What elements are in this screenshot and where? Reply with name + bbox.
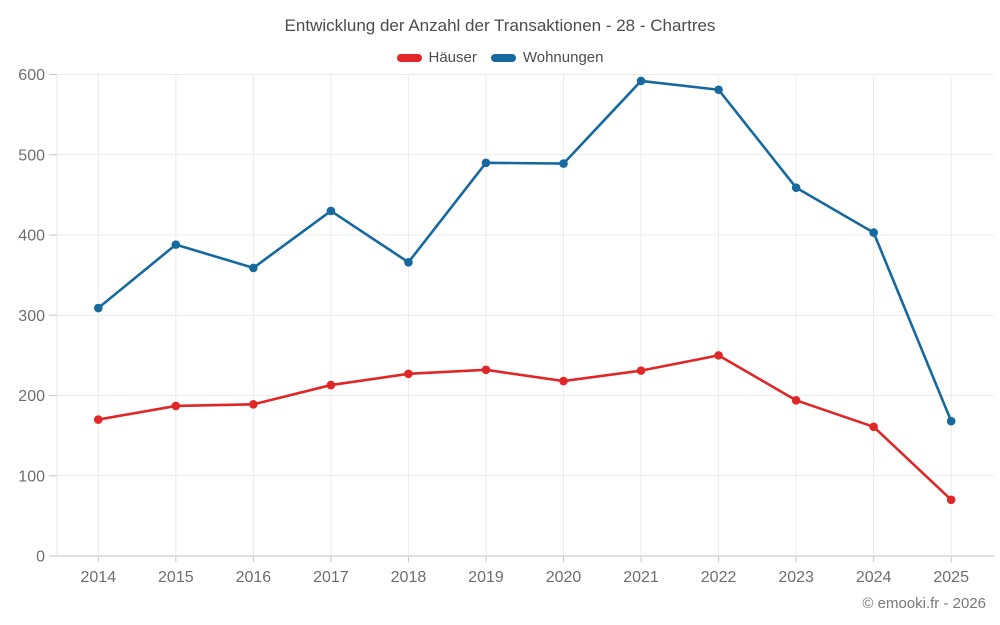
y-axis-label: 0 bbox=[36, 549, 45, 566]
wohnungen-line bbox=[97, 79, 953, 423]
x-axis-label: 2021 bbox=[623, 569, 659, 586]
y-axis-label: 600 bbox=[18, 67, 45, 84]
hauser-point-2015 bbox=[171, 401, 181, 411]
chart-legend: Häuser Wohnungen bbox=[0, 49, 1000, 66]
x-axis-label: 2022 bbox=[701, 569, 737, 586]
wohnungen-point-2017 bbox=[326, 206, 336, 216]
x-axis-label: 2018 bbox=[391, 569, 427, 586]
wohnungen-point-2022 bbox=[714, 85, 723, 95]
wohnungen-point-2024 bbox=[869, 228, 878, 237]
y-axis-label: 200 bbox=[18, 388, 45, 405]
hauser-point-2025 bbox=[946, 495, 956, 505]
x-axis-label: 2015 bbox=[158, 569, 194, 586]
legend-label-wohnungen: Wohnungen bbox=[522, 49, 604, 66]
wohnungen-point-2018 bbox=[404, 257, 413, 267]
y-axis-label: 300 bbox=[18, 308, 45, 325]
hauser-point-2023 bbox=[791, 396, 801, 405]
hauser-point-2021 bbox=[636, 366, 646, 375]
wohnungen-legend-swatch-icon bbox=[490, 53, 516, 62]
wohnungen-point-2023 bbox=[791, 183, 801, 192]
hauser-point-2020 bbox=[559, 376, 568, 386]
wohnungen-point-2025 bbox=[946, 416, 956, 426]
x-axis-label: 2023 bbox=[778, 569, 814, 586]
hauser-point-2017 bbox=[326, 380, 336, 390]
wohnungen-point-2016 bbox=[249, 263, 258, 273]
hauser-point-2016 bbox=[249, 400, 258, 409]
y-axis-label: 500 bbox=[18, 147, 45, 164]
wohnungen-point-2020 bbox=[559, 159, 568, 168]
wohnungen-point-2021 bbox=[636, 76, 646, 86]
wohnungen-point-2015 bbox=[171, 240, 181, 249]
legend-item-wohnungen[interactable]: Wohnungen bbox=[490, 49, 604, 66]
y-axis-label: 100 bbox=[18, 468, 45, 485]
hauser-legend-swatch-icon bbox=[396, 53, 422, 62]
hauser-point-2019 bbox=[481, 365, 491, 375]
copyright-credit: © emooki.fr - 2026 bbox=[862, 595, 986, 612]
x-axis-label: 2024 bbox=[856, 569, 892, 586]
x-axis-label: 2020 bbox=[546, 569, 582, 586]
x-axis-label: 2016 bbox=[236, 569, 272, 586]
wohnungen-point-2019 bbox=[481, 158, 491, 168]
hauser-point-2014 bbox=[94, 415, 103, 424]
hauser-line bbox=[97, 354, 953, 502]
x-axis-label: 2025 bbox=[933, 569, 969, 586]
x-axis-label: 2019 bbox=[468, 569, 504, 586]
hauser-point-2022 bbox=[714, 351, 723, 360]
legend-label-hauser: Häuser bbox=[428, 49, 477, 66]
y-axis-label: 400 bbox=[18, 228, 45, 245]
wohnungen-point-2014 bbox=[94, 303, 103, 313]
legend-item-hauser[interactable]: Häuser bbox=[396, 49, 477, 66]
chart-title: Entwicklung der Anzahl der Transaktionen… bbox=[284, 16, 716, 35]
x-axis-label: 2014 bbox=[81, 569, 117, 586]
x-axis-label: 2017 bbox=[313, 569, 349, 586]
hauser-point-2024 bbox=[869, 422, 878, 432]
hauser-point-2018 bbox=[404, 369, 413, 379]
